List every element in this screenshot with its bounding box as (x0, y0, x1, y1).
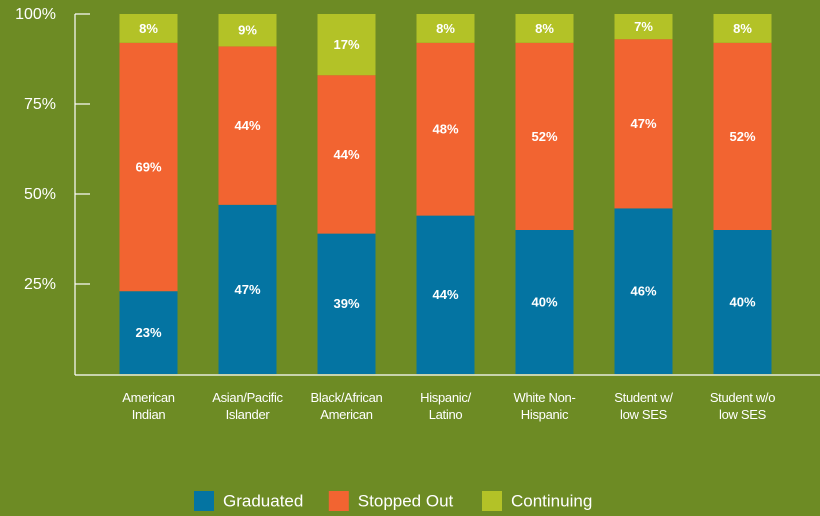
y-tick-label: 25% (24, 276, 56, 293)
bar-segment (119, 291, 178, 374)
x-tick-label: Student w/ low SES (614, 390, 673, 422)
data-label: 69% (135, 159, 161, 174)
data-label: 8% (535, 21, 554, 36)
bar-segment (713, 14, 772, 43)
data-label: 8% (139, 21, 158, 36)
bar-segment (416, 215, 475, 374)
bar-segment (614, 208, 673, 374)
bar-segment (317, 75, 376, 234)
data-label: 44% (234, 118, 260, 133)
legend-label: Graduated (223, 491, 303, 510)
data-label: 7% (634, 19, 653, 34)
bar-segment (317, 233, 376, 374)
legend-label: Stopped Out (358, 491, 454, 510)
bar-segment (713, 230, 772, 374)
data-label: 48% (432, 122, 458, 137)
bar-segment (218, 204, 277, 374)
bar-segment (218, 46, 277, 205)
data-label: 8% (436, 21, 455, 36)
data-label: 44% (432, 287, 458, 302)
bar-segment (515, 230, 574, 374)
legend-swatch (328, 491, 349, 511)
data-label: 44% (333, 147, 359, 162)
bar-segment (614, 39, 673, 209)
data-label: 40% (729, 294, 755, 309)
bar-segment (713, 42, 772, 230)
legend-swatch (194, 491, 214, 511)
y-tick-label: 50% (24, 186, 56, 203)
x-tick-label: White Non- Hispanic (513, 390, 576, 422)
legend-label: Continuing (511, 491, 592, 510)
data-label: 8% (733, 21, 752, 36)
x-tick-label: American Indian (122, 390, 175, 422)
data-label: 52% (729, 129, 755, 144)
data-label: 52% (531, 129, 557, 144)
data-label: 39% (333, 296, 359, 311)
y-tick-label: 75% (24, 96, 56, 113)
x-tick-label: Black/African American (310, 390, 383, 422)
bar-segment (416, 42, 475, 216)
data-label: 9% (238, 23, 257, 38)
data-label: 47% (234, 282, 260, 297)
data-label: 46% (630, 284, 656, 299)
bar-segment (317, 14, 376, 76)
y-tick-label: 100% (15, 6, 56, 23)
bar-segment (515, 42, 574, 230)
data-label: 47% (630, 116, 656, 131)
bar-segment (119, 14, 178, 43)
bar-segment (416, 14, 475, 43)
legend-swatch (482, 491, 502, 511)
x-tick-label: Student w/o low SES (709, 390, 776, 422)
bar-segment (119, 42, 178, 292)
bar-segment (218, 14, 277, 47)
x-tick-label: Hispanic/ Latino (420, 390, 471, 422)
x-tick-label: Asian/Pacific Islander (212, 390, 283, 422)
data-label: 17% (333, 37, 359, 52)
data-label: 23% (135, 325, 161, 340)
bar-segment (515, 14, 574, 43)
bar-segment (614, 14, 673, 40)
data-label: 40% (531, 294, 557, 309)
